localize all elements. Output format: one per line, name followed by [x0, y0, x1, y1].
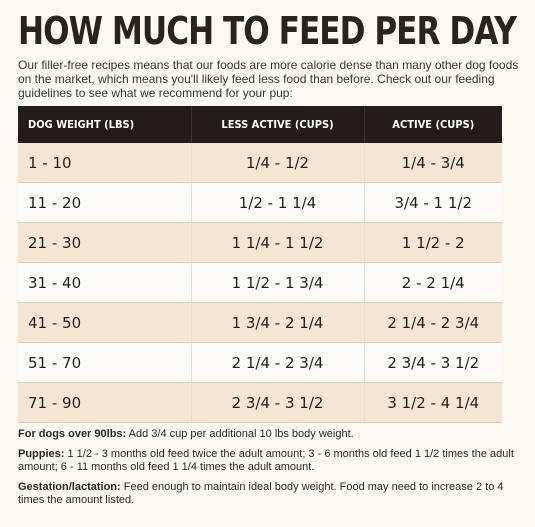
cell-active: 2 3/4 - 3 1/2	[364, 342, 502, 383]
cell-active: 3 1/2 - 4 1/4	[364, 382, 502, 423]
note-over-90lbs: For dogs over 90lbs: Add 3/4 cup per add…	[18, 428, 518, 441]
note-text: Feed enough to maintain ideal body weigh…	[18, 481, 504, 506]
feeding-notes: For dogs over 90lbs: Add 3/4 cup per add…	[18, 428, 518, 514]
table-row: 21 - 30 1 1/4 - 1 1/2 1 1/2 - 2	[18, 222, 502, 263]
note-text: 1 1/2 - 3 months old feed twice the adul…	[18, 448, 514, 473]
feeding-table: DOG WEIGHT (LBS) LESS ACTIVE (CUPS) ACTI…	[18, 106, 502, 423]
table-row: 1 - 10 1/4 - 1/2 1/4 - 3/4	[18, 143, 502, 183]
note-label: Puppies:	[18, 448, 65, 460]
page-title: HOW MUCH TO FEED PER DAY	[18, 9, 517, 53]
cell-weight: 51 - 70	[18, 342, 192, 383]
table-row: 11 - 20 1/2 - 1 1/4 3/4 - 1 1/2	[18, 182, 502, 223]
cell-less-active: 1/4 - 1/2	[191, 143, 365, 183]
cell-less-active: 1 3/4 - 2 1/4	[191, 302, 365, 343]
cell-weight: 1 - 10	[18, 143, 192, 183]
cell-active: 1 1/2 - 2	[364, 222, 502, 263]
table-row: 31 - 40 1 1/2 - 1 3/4 2 - 2 1/4	[18, 262, 502, 303]
cell-weight: 11 - 20	[18, 182, 192, 223]
header-dog-weight: DOG WEIGHT (LBS)	[18, 106, 192, 143]
cell-less-active: 1/2 - 1 1/4	[191, 182, 365, 223]
note-text: Add 3/4 cup per additional 10 lbs body w…	[126, 428, 354, 440]
cell-active: 1/4 - 3/4	[364, 143, 502, 183]
cell-weight: 71 - 90	[18, 382, 192, 423]
note-label: Gestation/lactation:	[18, 481, 121, 493]
table-row: 41 - 50 1 3/4 - 2 1/4 2 1/4 - 2 3/4	[18, 302, 502, 343]
cell-weight: 31 - 40	[18, 262, 192, 303]
cell-weight: 41 - 50	[18, 302, 192, 343]
note-label: For dogs over 90lbs:	[18, 428, 127, 440]
table-header-row: DOG WEIGHT (LBS) LESS ACTIVE (CUPS) ACTI…	[18, 106, 502, 143]
cell-less-active: 2 1/4 - 2 3/4	[191, 342, 365, 383]
cell-less-active: 2 3/4 - 3 1/2	[191, 382, 365, 423]
note-gestation: Gestation/lactation: Feed enough to main…	[18, 481, 518, 507]
note-puppies: Puppies: 1 1/2 - 3 months old feed twice…	[18, 448, 518, 474]
cell-active: 2 - 2 1/4	[364, 262, 502, 303]
cell-active: 3/4 - 1 1/2	[364, 182, 502, 223]
cell-less-active: 1 1/2 - 1 3/4	[191, 262, 365, 303]
intro-paragraph: Our filler-free recipes means that our f…	[18, 58, 519, 100]
header-active: ACTIVE (CUPS)	[364, 106, 502, 143]
cell-active: 2 1/4 - 2 3/4	[364, 302, 502, 343]
table-row: 71 - 90 2 3/4 - 3 1/2 3 1/2 - 4 1/4	[18, 382, 502, 423]
table-row: 51 - 70 2 1/4 - 2 3/4 2 3/4 - 3 1/2	[18, 342, 502, 383]
header-less-active: LESS ACTIVE (CUPS)	[191, 106, 365, 143]
cell-weight: 21 - 30	[18, 222, 192, 263]
cell-less-active: 1 1/4 - 1 1/2	[191, 222, 365, 263]
